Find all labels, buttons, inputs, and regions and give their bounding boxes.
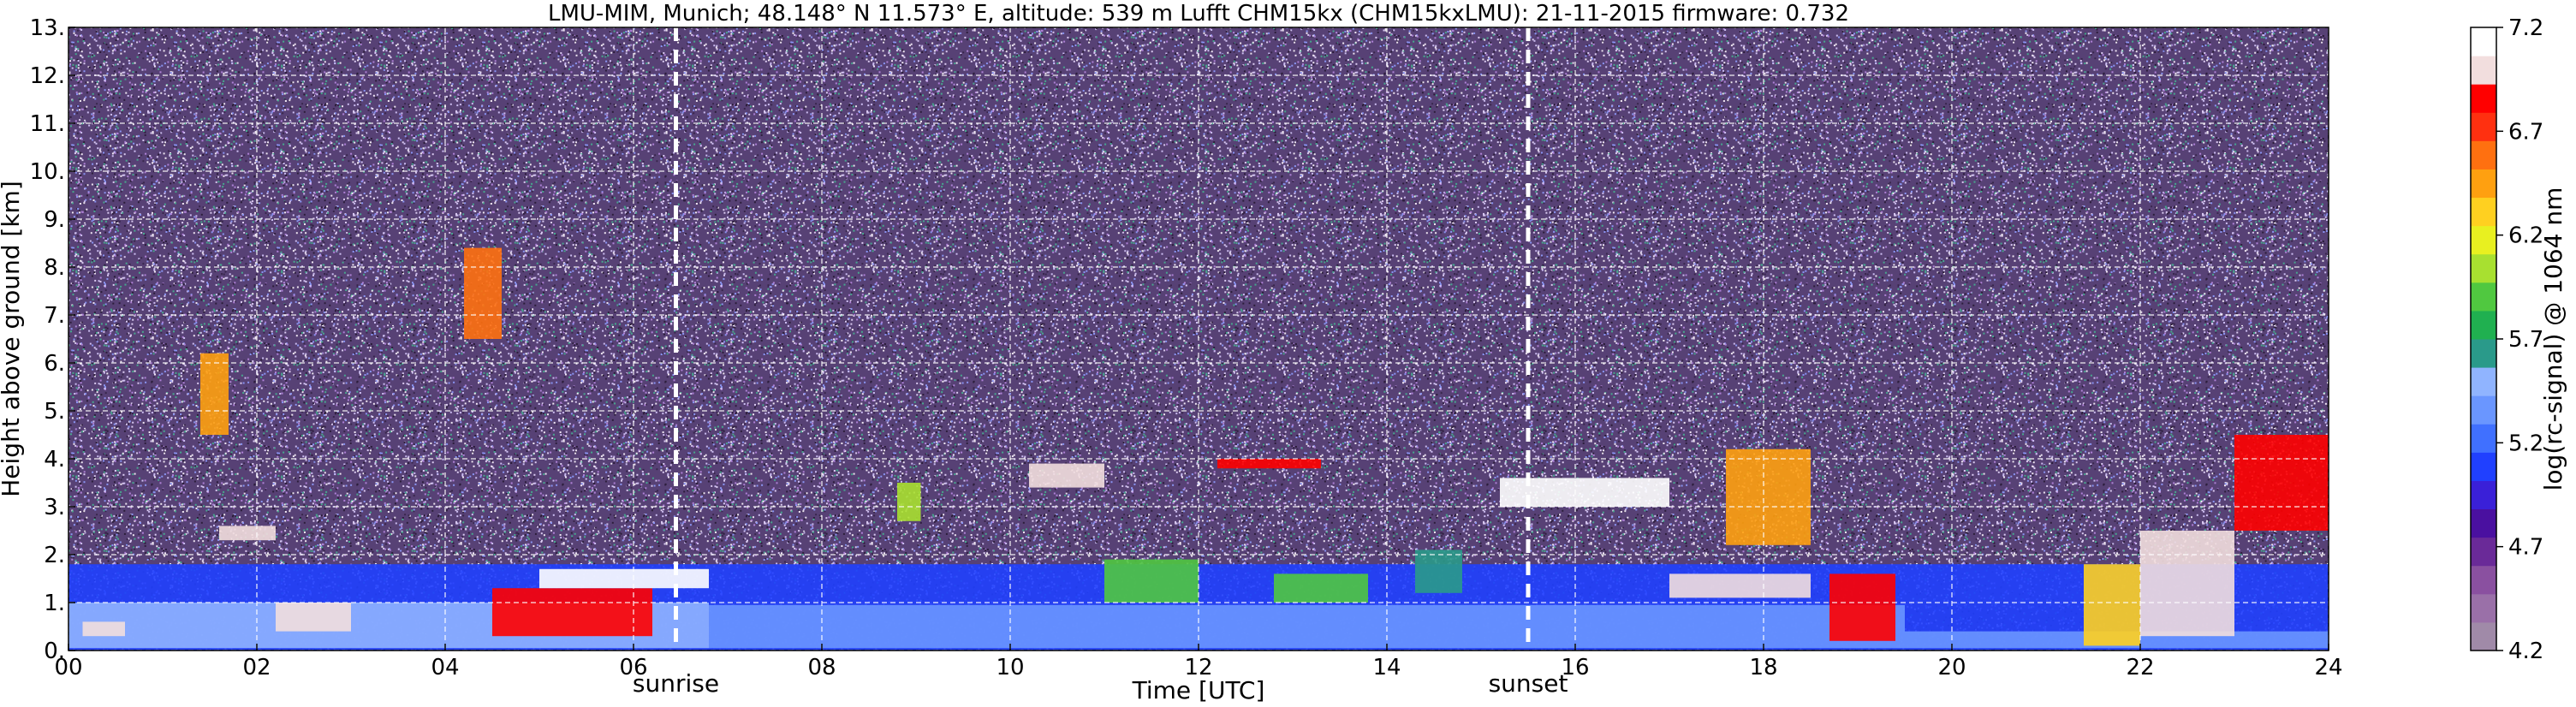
colorbar-band <box>2471 480 2496 510</box>
y-tick-label: 2. <box>44 543 65 568</box>
x-tick-label: 12 <box>1184 655 1212 680</box>
colorbar-band <box>2471 508 2496 538</box>
colorbar-band <box>2471 253 2496 283</box>
feature-cloud <box>1415 550 1462 593</box>
feature-cloud <box>82 621 125 637</box>
colorbar-band <box>2471 367 2496 396</box>
y-tick-label: 13. <box>30 15 65 41</box>
feature-cloud <box>464 247 502 339</box>
colorbar-band <box>2471 112 2496 141</box>
y-tick-label: 6. <box>44 351 65 377</box>
feature-cloud <box>492 588 652 637</box>
x-axis-label: Time [UTC] <box>1132 676 1265 704</box>
y-tick-label: 7. <box>44 303 65 329</box>
y-tick-label: 10. <box>30 159 65 185</box>
colorbar-tick-label: 4.2 <box>2508 639 2543 664</box>
colorbar-label: log(rc-signal) @ 1064 nm <box>2539 187 2567 491</box>
y-tick-label: 11. <box>30 111 65 137</box>
y-tick-label: 9. <box>44 207 65 233</box>
x-tick-label: 10 <box>996 655 1024 680</box>
colorbar-band <box>2471 565 2496 595</box>
x-tick-label: 06 <box>619 655 647 680</box>
sunset-label: sunset <box>1489 669 1568 698</box>
feature-cloud <box>1104 559 1199 603</box>
y-tick-label: 3. <box>44 495 65 520</box>
feature-cloud <box>200 353 229 435</box>
y-tick-label: 0. <box>44 639 65 664</box>
sunrise-label: sunrise <box>633 669 719 698</box>
colorbar-tick-label: 6.7 <box>2508 119 2543 145</box>
y-tick-label: 4. <box>44 447 65 472</box>
colorbar-band <box>2471 282 2496 312</box>
feature-cloud <box>897 483 921 521</box>
colorbar-band <box>2471 452 2496 481</box>
feature-cloud <box>219 526 276 541</box>
colorbar-band <box>2471 84 2496 113</box>
x-tick-label: 00 <box>54 655 82 680</box>
colorbar-band <box>2471 197 2496 227</box>
sun-markers <box>674 27 1531 651</box>
y-tick-label: 1. <box>44 591 65 616</box>
annotations: sunrise sunset <box>633 669 1568 698</box>
colorbar-band <box>2471 621 2496 651</box>
colorbar-bands <box>2471 27 2496 651</box>
x-tick-label: 02 <box>242 655 271 680</box>
colorbar-band <box>2471 56 2496 85</box>
colorbar-tick-label: 5.2 <box>2508 431 2543 456</box>
x-tick-label: 14 <box>1372 655 1401 680</box>
colorbar-tick-label: 4.7 <box>2508 535 2543 561</box>
colorbar-band <box>2471 395 2496 425</box>
x-tick-label: 16 <box>1561 655 1589 680</box>
colorbar-band <box>2471 225 2496 255</box>
feature-cloud <box>2234 435 2329 531</box>
chart-title: LMU-MIM, Munich; 48.148° N 11.573° E, al… <box>548 1 1849 27</box>
colorbar-band <box>2471 169 2496 199</box>
feature-cloud <box>276 603 351 632</box>
feature-cloud <box>1669 573 1811 598</box>
x-tick-label: 22 <box>2126 655 2154 680</box>
y-tick-label: 5. <box>44 399 65 425</box>
colorbar-band <box>2471 339 2496 368</box>
feature-near-surface-layer <box>709 604 1905 649</box>
colorbar-band <box>2471 27 2496 56</box>
colorbar: 4.2 4.7 5.2 5.7 6.2 6.7 7.2 log(rc-signal) @ 1… <box>2470 15 2567 664</box>
feature-cloud <box>539 568 709 589</box>
x-tick-label: 04 <box>431 655 459 680</box>
feature-cloud <box>1726 449 1811 545</box>
y-tick-label: 12. <box>30 63 65 89</box>
feature-cloud <box>1029 463 1104 488</box>
colorbar-tick-label: 6.2 <box>2508 223 2543 249</box>
feature-cloud <box>1500 478 1669 507</box>
x-tick-label: 08 <box>807 655 836 680</box>
x-tick-label: 24 <box>2314 655 2342 680</box>
y-axis-label: Height above ground [km] <box>0 181 25 497</box>
y-axis-ticks: 0. 1. 2. 3. 4. 5. 6. 7. 8. 9. 10. 11. 12. 13. <box>30 15 75 664</box>
feature-cloud <box>1274 573 1368 603</box>
colorbar-band <box>2471 140 2496 169</box>
feature-cloud <box>2140 531 2234 637</box>
colorbar-ticks: 4.2 4.7 5.2 5.7 6.2 6.7 7.2 <box>2496 15 2543 664</box>
plot-area <box>68 27 2329 651</box>
colorbar-tick-label: 7.2 <box>2508 15 2543 41</box>
x-axis-ticks: 00 02 04 06 08 10 12 14 16 18 20 22 24 <box>54 644 2343 680</box>
colorbar-tick-label: 5.7 <box>2508 327 2543 353</box>
feature-cloud <box>2084 564 2140 646</box>
feature-cloud <box>1217 459 1321 469</box>
colorbar-band <box>2471 310 2496 340</box>
colorbar-band <box>2471 537 2496 567</box>
y-tick-label: 8. <box>44 255 65 281</box>
x-tick-label: 20 <box>1937 655 1966 680</box>
feature-cloud <box>1829 573 1895 641</box>
x-tick-label: 18 <box>1749 655 1777 680</box>
colorbar-band <box>2471 424 2496 453</box>
colorbar-band <box>2471 593 2496 623</box>
